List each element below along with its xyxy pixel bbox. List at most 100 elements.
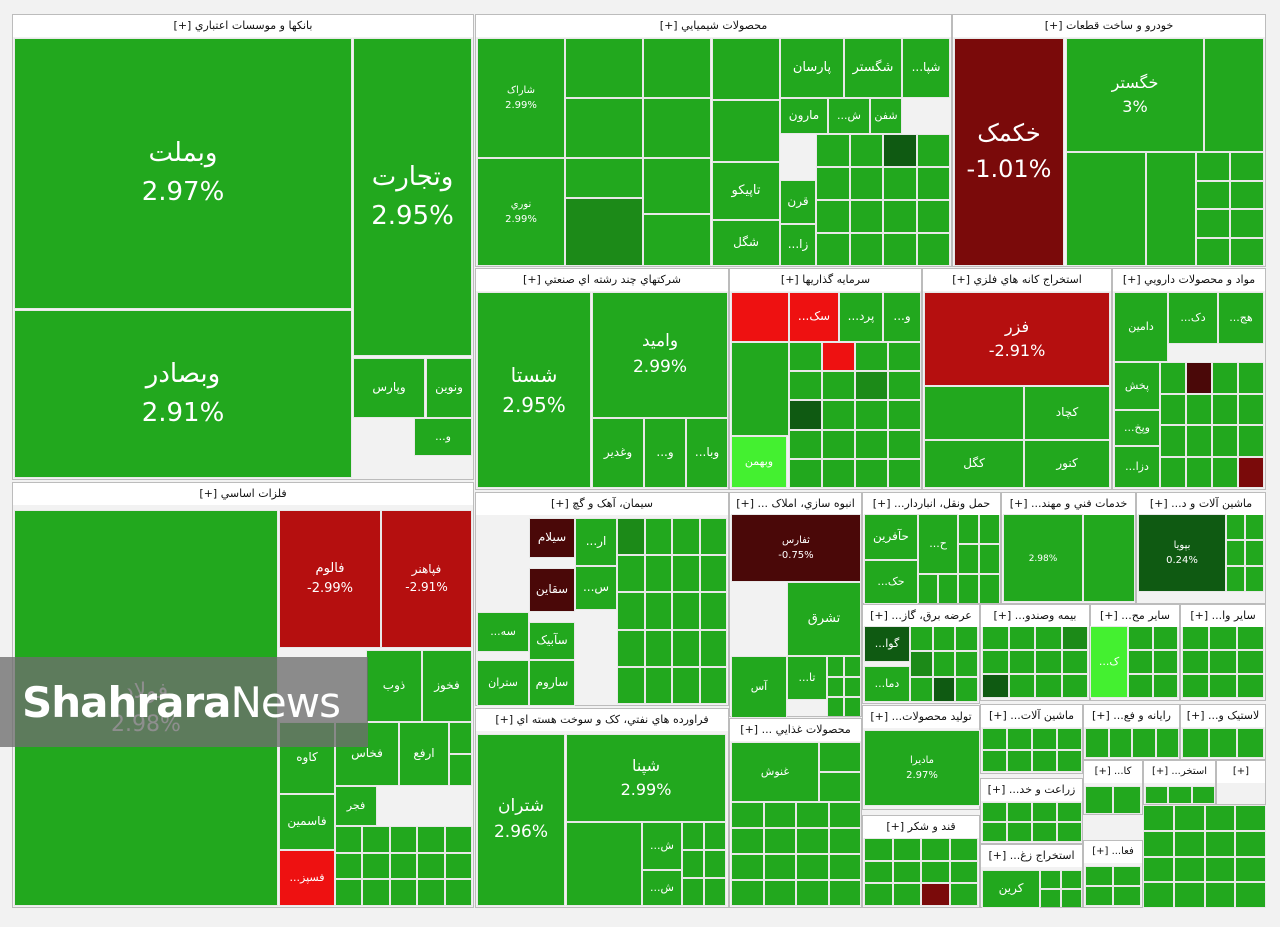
stock-tile[interactable]: نوري 2.99% [477,158,565,266]
treemap-minor-tile[interactable] [362,852,390,880]
treemap-minor-tile[interactable] [1196,237,1230,266]
treemap-minor-tile[interactable] [816,233,850,266]
stock-tile[interactable]: وبا... [686,418,728,488]
stock-tile[interactable]: شتران 2.96% [477,734,565,906]
sector-title[interactable]: استخراج کانه هاي فلزي [+] [923,269,1111,291]
stock-tile[interactable]: کرين [982,870,1040,908]
treemap-minor-tile[interactable] [1182,650,1210,674]
treemap-minor-tile[interactable] [855,371,888,401]
stock-tile[interactable]: ح... [918,514,958,574]
stock-tile[interactable]: سقاين [529,568,575,612]
treemap-minor-tile[interactable] [849,233,883,266]
stock-tile[interactable]: کنور [1024,440,1110,488]
treemap-minor-tile[interactable] [816,167,850,200]
treemap-minor-tile[interactable] [763,854,796,880]
sector-title[interactable]: فعا... [+] [1084,841,1142,863]
treemap-minor-tile[interactable] [1230,237,1264,266]
treemap-minor-tile[interactable] [844,676,861,698]
treemap-minor-tile[interactable] [1040,870,1061,889]
treemap-minor-tile[interactable] [955,676,978,702]
treemap-minor-tile[interactable] [1143,882,1174,908]
stock-tile[interactable]: شپنا 2.99% [566,734,726,822]
treemap-minor-tile[interactable] [1057,802,1082,822]
treemap-minor-tile[interactable] [1212,393,1238,425]
stock-tile[interactable]: فزر -2.91% [924,292,1110,386]
treemap-minor-tile[interactable] [982,750,1007,772]
treemap-minor-tile[interactable] [1238,362,1264,394]
treemap-minor-tile[interactable] [828,880,861,906]
treemap-minor-tile[interactable] [566,822,642,906]
treemap-minor-tile[interactable] [855,400,888,430]
treemap-minor-tile[interactable] [844,697,861,718]
treemap-minor-tile[interactable] [1212,362,1238,394]
treemap-minor-tile[interactable] [731,828,764,854]
treemap-minor-tile[interactable] [1230,152,1264,181]
treemap-minor-tile[interactable] [888,342,921,372]
stock-tile[interactable]: فپاهنر -2.91% [381,510,472,648]
treemap-minor-tile[interactable] [982,650,1009,674]
sector-title[interactable]: قند و شکر [+] [863,816,979,838]
treemap-minor-tile[interactable] [982,674,1009,698]
sector-title[interactable]: ساير وا... [+] [1181,605,1265,627]
treemap-minor-tile[interactable] [565,38,643,98]
treemap-minor-tile[interactable] [763,802,796,828]
sector-title[interactable]: ماشين آلات... [+] [981,705,1082,727]
treemap-minor-tile[interactable] [1212,425,1238,457]
treemap-minor-tile[interactable] [699,555,727,593]
stock-tile[interactable]: و... [414,418,472,456]
stock-tile[interactable]: واميد 2.99% [592,292,728,418]
treemap-minor-tile[interactable] [949,838,978,861]
sector-title[interactable]: بيمه وصندو... [+] [981,605,1089,627]
treemap-minor-tile[interactable] [617,555,645,593]
treemap-minor-tile[interactable] [1066,152,1146,266]
treemap-minor-tile[interactable] [389,879,418,906]
stock-tile[interactable]: ش... [642,822,682,870]
treemap-minor-tile[interactable] [822,400,855,430]
stock-tile[interactable]: وپخ... [1114,410,1160,446]
treemap-minor-tile[interactable] [1160,393,1186,425]
treemap-minor-tile[interactable] [1236,650,1264,674]
stock-tile[interactable]: هج... [1218,292,1264,344]
treemap-minor-tile[interactable] [1204,856,1236,883]
treemap-minor-tile[interactable] [1238,456,1264,488]
treemap-minor-tile[interactable] [819,742,861,772]
treemap-minor-tile[interactable] [888,429,921,459]
treemap-minor-tile[interactable] [932,651,956,677]
stock-tile[interactable]: سآبيک [529,622,575,660]
treemap-minor-tile[interactable] [617,629,645,667]
treemap-minor-tile[interactable] [672,518,700,556]
treemap-minor-tile[interactable] [565,98,643,158]
treemap-minor-tile[interactable] [617,518,645,556]
treemap-minor-tile[interactable] [1245,540,1264,566]
treemap-minor-tile[interactable] [1008,674,1035,698]
treemap-minor-tile[interactable] [1235,882,1266,908]
treemap-minor-tile[interactable] [731,854,764,880]
stock-tile[interactable]: فجر [335,786,377,826]
treemap-minor-tile[interactable] [1245,566,1264,592]
stock-tile[interactable]: کچاد [1024,386,1110,440]
treemap-minor-tile[interactable] [789,371,822,401]
treemap-minor-tile[interactable] [916,233,950,266]
stock-tile[interactable]: دما... [864,666,910,702]
stock-tile[interactable]: مارون [780,98,828,134]
treemap-minor-tile[interactable] [643,214,711,266]
treemap-minor-tile[interactable] [855,342,888,372]
treemap-minor-tile[interactable] [864,860,893,884]
treemap-minor-tile[interactable] [819,772,861,802]
treemap-minor-tile[interactable] [1061,674,1088,698]
stock-tile[interactable]: 2.98% [1003,514,1083,602]
treemap-minor-tile[interactable] [844,656,861,677]
treemap-minor-tile[interactable] [822,429,855,459]
treemap-minor-tile[interactable] [864,883,893,906]
treemap-minor-tile[interactable] [712,38,780,100]
treemap-minor-tile[interactable] [864,838,893,861]
stock-tile[interactable]: سيلام [529,518,575,558]
treemap-minor-tile[interactable] [617,592,645,630]
treemap-minor-tile[interactable] [916,167,950,200]
treemap-minor-tile[interactable] [892,838,921,861]
stock-tile[interactable]: وتجارت 2.95% [353,38,472,356]
treemap-minor-tile[interactable] [1235,856,1266,883]
stock-tile[interactable]: پخش [1114,362,1160,410]
treemap-minor-tile[interactable] [699,592,727,630]
treemap-minor-tile[interactable] [921,860,950,884]
